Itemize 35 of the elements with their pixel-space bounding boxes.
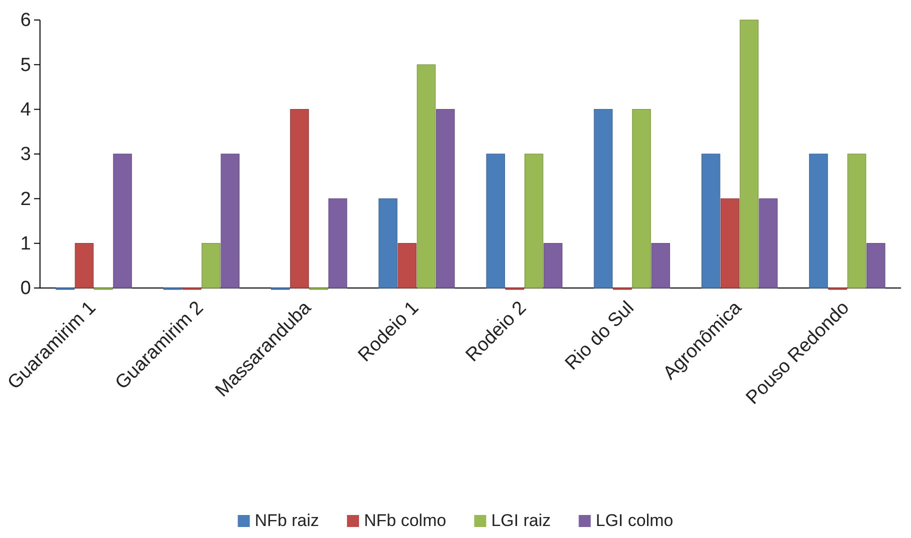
bar [651, 243, 670, 288]
y-tick-label: 2 [20, 188, 31, 210]
bar [328, 198, 348, 288]
x-tick-label: Rio do Sul [561, 298, 638, 374]
bar [740, 20, 759, 288]
bar [398, 243, 417, 288]
bar [202, 243, 220, 288]
bar [524, 154, 544, 288]
bar [290, 109, 309, 288]
bar [866, 243, 886, 288]
bar [809, 154, 828, 288]
y-tick-label: 0 [20, 278, 31, 300]
bar [74, 243, 94, 288]
y-tick-label: 5 [20, 54, 31, 76]
legend-label: NFb raiz [254, 511, 320, 530]
legend-label: NFb colmo [364, 511, 446, 530]
bar [632, 109, 651, 288]
bar [594, 109, 613, 288]
y-tick-label: 1 [20, 233, 31, 254]
legend-label: LGI colmo [596, 511, 674, 530]
bar [416, 64, 436, 288]
y-tick-label: 3 [20, 144, 31, 166]
legend-label: LGI raiz [491, 511, 551, 530]
bar [701, 154, 720, 288]
bar [378, 198, 398, 288]
bar [220, 154, 240, 288]
y-tick-label: 6 [20, 10, 31, 32]
bar [113, 154, 132, 288]
y-tick-label: 4 [20, 99, 32, 120]
bar [720, 198, 740, 288]
bar [758, 198, 778, 288]
bar [544, 243, 562, 288]
bar [486, 154, 505, 288]
bar [847, 154, 866, 288]
bar [436, 109, 455, 288]
